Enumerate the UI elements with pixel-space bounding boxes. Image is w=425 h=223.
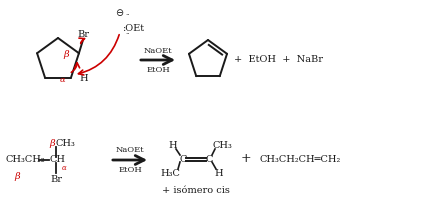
Text: CH: CH (49, 155, 65, 165)
Text: NaOEt: NaOEt (116, 146, 144, 154)
Text: α: α (62, 164, 67, 172)
Text: H₃C: H₃C (160, 169, 180, 178)
Text: :OEt: :OEt (123, 24, 145, 33)
Text: +: + (241, 153, 251, 165)
Text: β: β (49, 138, 55, 147)
Text: CH₃: CH₃ (56, 138, 76, 147)
Text: $\ominus$: $\ominus$ (115, 6, 125, 17)
Text: Br: Br (50, 175, 62, 184)
Text: CH₃: CH₃ (212, 140, 232, 149)
Text: H: H (79, 74, 88, 83)
Text: EtOH: EtOH (146, 66, 170, 74)
Text: EtOH: EtOH (118, 166, 142, 174)
Text: β: β (63, 50, 69, 59)
Text: NaOEt: NaOEt (144, 47, 172, 55)
Text: ··: ·· (125, 10, 130, 18)
Text: + isómero cis: + isómero cis (162, 186, 230, 195)
Text: CH₃CH₂: CH₃CH₂ (5, 155, 45, 165)
Text: Br: Br (77, 30, 89, 39)
Text: H: H (215, 169, 223, 178)
Text: H: H (169, 140, 177, 149)
Text: α: α (60, 76, 65, 84)
Text: ··: ·· (125, 29, 130, 37)
Text: CH₃CH₂CH═CH₂: CH₃CH₂CH═CH₂ (260, 155, 341, 163)
Text: C: C (205, 155, 212, 164)
Text: β: β (14, 172, 20, 181)
Text: +  EtOH  +  NaBr: + EtOH + NaBr (234, 56, 323, 64)
Text: C: C (179, 155, 187, 164)
